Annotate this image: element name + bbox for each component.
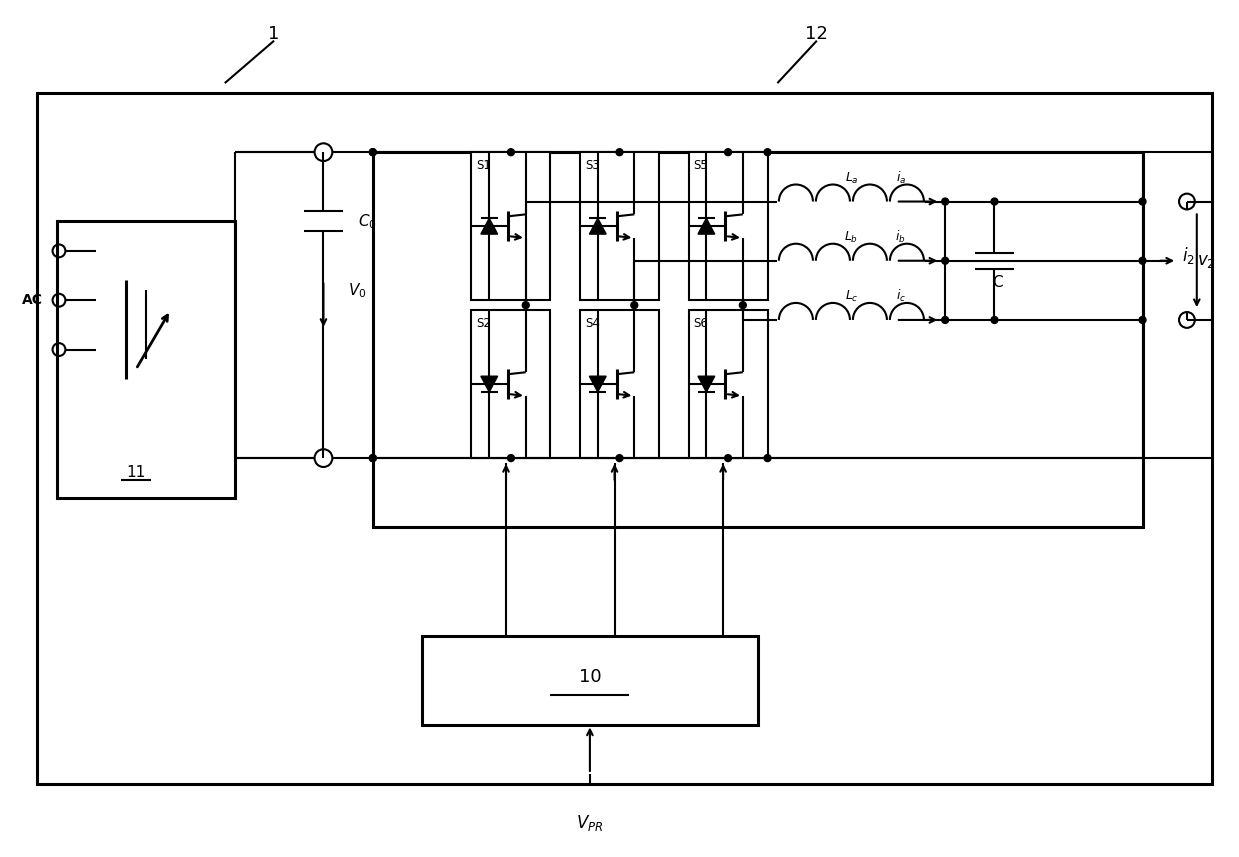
Bar xyxy=(37,93,1212,784)
Text: $V_0$: $V_0$ xyxy=(348,281,367,300)
Text: $i_2$: $i_2$ xyxy=(1182,245,1194,267)
Circle shape xyxy=(991,316,997,323)
Text: C: C xyxy=(992,275,1002,290)
Bar xyxy=(580,310,659,458)
Bar xyxy=(689,153,767,300)
Circle shape xyxy=(764,455,771,462)
Circle shape xyxy=(508,149,514,156)
Circle shape xyxy=(1139,257,1146,264)
Circle shape xyxy=(740,302,746,309)
Circle shape xyxy=(991,198,997,205)
Bar xyxy=(57,221,234,498)
Circle shape xyxy=(942,198,949,205)
Text: $L_b$: $L_b$ xyxy=(844,230,859,245)
Text: $C_0$: $C_0$ xyxy=(358,212,377,231)
Text: 1: 1 xyxy=(269,25,280,43)
Bar xyxy=(689,310,767,458)
Text: 11: 11 xyxy=(126,465,145,481)
Polygon shape xyxy=(698,376,715,392)
Text: 12: 12 xyxy=(805,25,829,43)
Circle shape xyxy=(369,455,377,462)
Polygon shape xyxy=(590,376,606,392)
Bar xyxy=(580,153,659,300)
Bar xyxy=(472,153,550,300)
Circle shape xyxy=(616,149,623,156)
Text: S6: S6 xyxy=(694,317,709,330)
Circle shape xyxy=(942,257,949,264)
Circle shape xyxy=(725,149,731,156)
Polygon shape xyxy=(481,376,498,392)
Text: S3: S3 xyxy=(585,159,600,172)
Circle shape xyxy=(631,302,638,309)
Text: 10: 10 xyxy=(579,668,601,686)
Text: S2: S2 xyxy=(477,317,492,330)
Text: $i_a$: $i_a$ xyxy=(896,170,906,186)
Circle shape xyxy=(369,455,377,462)
Text: S5: S5 xyxy=(694,159,709,172)
Text: S4: S4 xyxy=(585,317,600,330)
Text: $i_b$: $i_b$ xyxy=(896,229,906,245)
Bar xyxy=(422,636,758,724)
Polygon shape xyxy=(481,219,498,234)
Polygon shape xyxy=(590,219,606,234)
Circle shape xyxy=(1139,316,1146,323)
Text: $V_{PR}$: $V_{PR}$ xyxy=(576,813,603,833)
Circle shape xyxy=(508,455,514,462)
Text: $i_c$: $i_c$ xyxy=(896,288,906,304)
Bar xyxy=(373,153,1142,527)
Text: $L_c$: $L_c$ xyxy=(845,289,859,304)
Circle shape xyxy=(616,455,623,462)
Text: AC: AC xyxy=(22,293,43,307)
Circle shape xyxy=(369,149,377,156)
Text: S1: S1 xyxy=(477,159,492,172)
Circle shape xyxy=(523,302,529,309)
Text: $L_a$: $L_a$ xyxy=(845,171,859,186)
Circle shape xyxy=(725,455,731,462)
Polygon shape xyxy=(698,219,715,234)
Circle shape xyxy=(942,316,949,323)
Bar xyxy=(472,310,550,458)
Circle shape xyxy=(369,149,377,156)
Circle shape xyxy=(1139,198,1146,205)
Circle shape xyxy=(764,149,771,156)
Text: $v_2$: $v_2$ xyxy=(1197,252,1215,270)
